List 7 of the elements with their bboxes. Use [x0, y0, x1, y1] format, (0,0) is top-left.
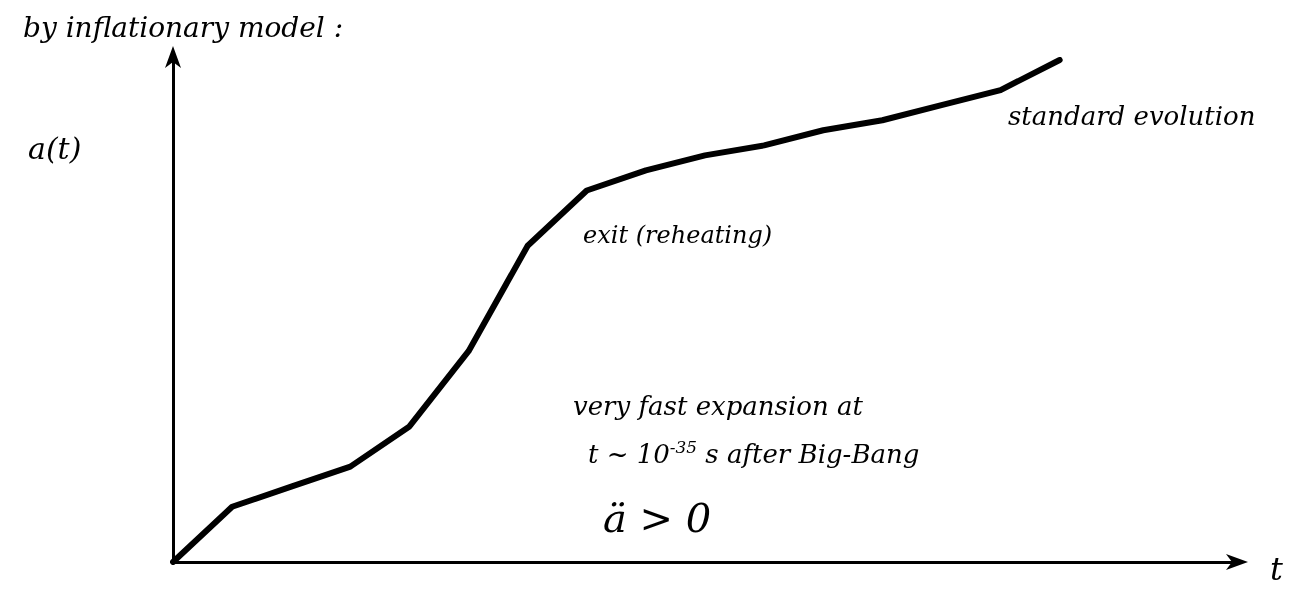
y-axis-title: a(t)	[28, 130, 82, 166]
chart-title: by inflationary model :	[23, 10, 344, 44]
annotation: very fast expansion at	[573, 391, 864, 421]
annotation: ä > 0	[603, 495, 712, 541]
annotation: exit (reheating)	[583, 221, 773, 249]
x-axis-title: t	[1270, 550, 1283, 588]
annotation: standard evolution	[1008, 101, 1256, 131]
